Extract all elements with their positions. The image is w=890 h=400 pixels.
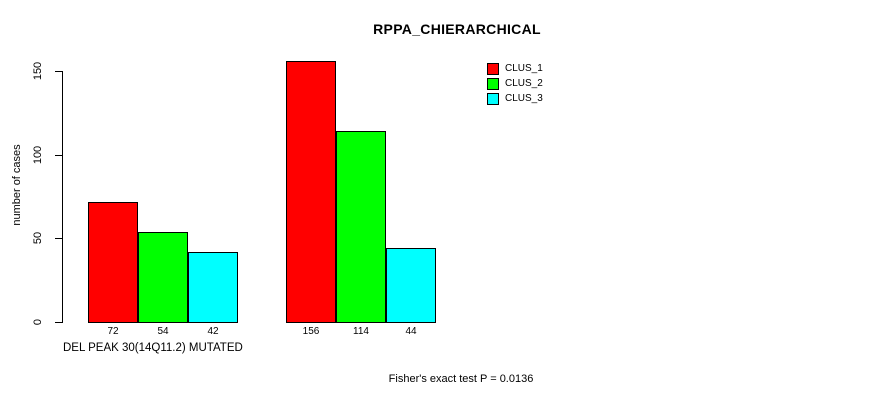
- bar-value-label: 72: [107, 326, 119, 337]
- bar-clus_2-group-2: [336, 131, 386, 323]
- bar-clus_3-group-2: [386, 248, 436, 323]
- legend-swatch-clus_1: [487, 63, 499, 75]
- bar-value-label: 44: [405, 326, 417, 337]
- y-axis-tick-label: 150: [32, 61, 44, 81]
- legend-label: CLUS_3: [505, 93, 543, 104]
- bar-value-label: 42: [207, 326, 219, 337]
- legend-label: CLUS_1: [505, 63, 543, 74]
- annotation-text: Fisher's exact test P = 0.0136: [388, 373, 534, 385]
- legend-swatch-clus_3: [487, 93, 499, 105]
- chart-title: RPPA_CHIERARCHICAL: [373, 21, 541, 37]
- bar-clus_1-group-2: [286, 61, 336, 323]
- y-axis-tick-label: 0: [32, 318, 44, 326]
- legend-row: CLUS_3: [487, 93, 543, 105]
- legend: CLUS_1 CLUS_2 CLUS_3: [487, 63, 543, 108]
- y-axis-tick: [55, 322, 62, 323]
- y-axis-tick: [55, 71, 62, 72]
- bar-value-label: 114: [353, 326, 369, 337]
- y-axis-tick: [55, 154, 62, 156]
- legend-row: CLUS_1: [487, 63, 543, 75]
- bar-clus_2-group-1: [138, 232, 188, 323]
- bar-clus_1-group-1: [88, 202, 138, 323]
- legend-label: CLUS_2: [505, 78, 543, 89]
- legend-row: CLUS_2: [487, 78, 543, 90]
- bar-value-label: 54: [157, 326, 169, 337]
- x-axis-label: DEL PEAK 30(14Q11.2) MUTATED: [63, 342, 243, 354]
- bar-clus_3-group-1: [188, 252, 238, 323]
- y-axis-tick: [55, 238, 62, 240]
- y-axis-tick-label: 100: [32, 145, 44, 164]
- legend-swatch-clus_2: [487, 78, 499, 90]
- y-axis-tick-label: 50: [32, 232, 44, 245]
- bar-value-label: 156: [302, 326, 320, 337]
- y-axis-label: number of cases: [11, 144, 23, 226]
- y-axis-line: [62, 71, 63, 323]
